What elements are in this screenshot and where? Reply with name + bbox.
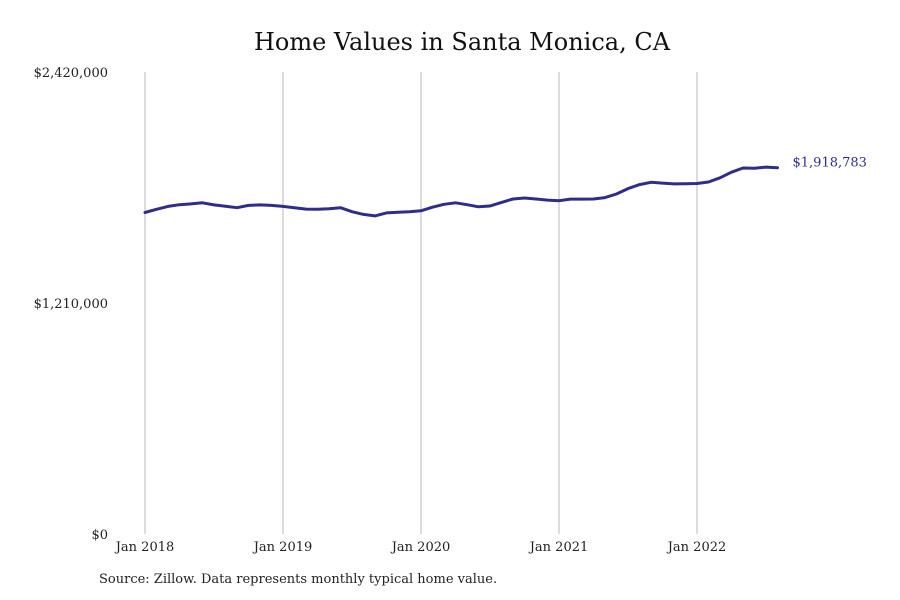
data-point (144, 211, 146, 214)
data-point (765, 166, 767, 168)
x-axis-labels: Jan 2018 Jan 2019 Jan 2020 Jan 2021 Jan 2022 (114, 540, 727, 555)
data-point (558, 199, 560, 202)
source-note: Source: Zillow. Data represents monthly … (99, 572, 498, 587)
data-points (144, 166, 779, 217)
data-point (615, 193, 618, 195)
series-line (143, 165, 779, 218)
data-point (489, 205, 491, 207)
data-point (420, 209, 422, 212)
data-point (190, 203, 192, 205)
data-point (581, 198, 583, 200)
data-point (328, 207, 330, 210)
data-point (362, 213, 365, 216)
data-point (454, 201, 457, 204)
data-point (638, 183, 641, 186)
data-point (385, 212, 388, 214)
x-tick-label: Jan 2020 (390, 540, 451, 555)
y-tick-label: $0 (91, 528, 108, 543)
data-series (143, 165, 779, 218)
data-point (753, 167, 756, 170)
data-point (523, 197, 526, 199)
y-axis-labels: $0 $1,210,000 $2,420,000 (34, 66, 108, 543)
data-point (466, 203, 468, 206)
data-point (397, 211, 399, 214)
data-point (477, 205, 480, 208)
x-tick-label: Jan 2022 (666, 540, 727, 555)
data-point (431, 206, 434, 208)
data-point (259, 204, 261, 206)
data-point (443, 203, 445, 206)
data-point (776, 166, 779, 169)
data-point (282, 205, 284, 208)
data-point (316, 208, 319, 211)
data-point (408, 210, 411, 213)
x-tick-label: Jan 2021 (528, 540, 589, 555)
data-point (500, 201, 503, 204)
data-point (236, 206, 238, 209)
data-point (707, 181, 710, 183)
data-point (167, 205, 169, 208)
data-point (512, 198, 514, 200)
data-point (213, 204, 215, 206)
x-tick-label: Jan 2018 (114, 540, 175, 555)
data-point (661, 182, 664, 184)
data-point (684, 182, 687, 185)
data-point (592, 198, 595, 200)
data-point (546, 199, 549, 201)
data-point (535, 198, 537, 200)
data-point (339, 206, 342, 209)
data-point (270, 204, 273, 207)
data-point (627, 187, 629, 190)
data-point (742, 167, 744, 169)
data-point (374, 215, 376, 217)
y-tick-label: $2,420,000 (34, 66, 108, 81)
data-point (696, 182, 698, 185)
chart-title: Home Values in Santa Monica, CA (253, 28, 671, 56)
data-point (569, 198, 572, 200)
data-point (201, 201, 204, 204)
data-point (730, 171, 733, 174)
data-point (604, 196, 606, 199)
x-tick-label: Jan 2019 (252, 540, 313, 555)
data-point (293, 206, 296, 209)
last-value-label: $1,918,783 (793, 156, 867, 171)
data-point (650, 181, 652, 184)
data-point (305, 208, 307, 210)
data-point (224, 205, 227, 208)
data-point (247, 204, 250, 207)
y-tick-label: $1,210,000 (34, 297, 108, 312)
data-point (673, 183, 675, 185)
x-gridlines (144, 72, 698, 534)
data-point (351, 210, 353, 213)
data-point (178, 203, 181, 206)
data-point (719, 176, 721, 179)
data-point (155, 208, 158, 211)
